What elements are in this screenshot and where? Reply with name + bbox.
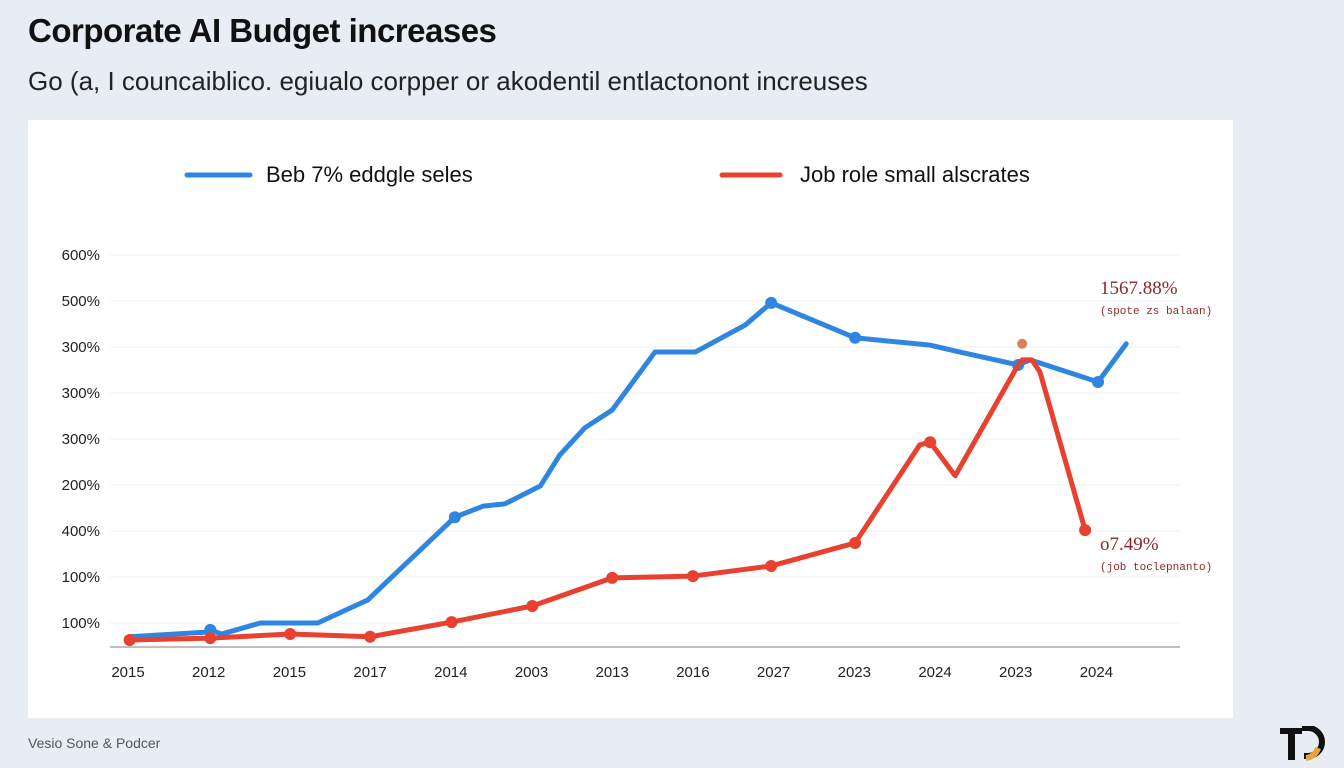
x-tick-label: 2016: [676, 664, 709, 681]
series-line-2: [127, 357, 1088, 643]
data-point: [1079, 524, 1092, 537]
y-tick-label: 600%: [62, 247, 100, 264]
x-tick-label: 2024: [918, 664, 951, 681]
data-point: [204, 632, 217, 645]
data-point: [364, 630, 377, 643]
x-tick-label: 2027: [757, 664, 790, 681]
annotation-top: 1567.88% (spote zs balaan): [1100, 278, 1212, 318]
data-point: [526, 599, 539, 612]
chart-card: [28, 120, 1233, 718]
annotation-note: (spote zs balaan): [1100, 306, 1212, 318]
data-point: [765, 296, 778, 309]
x-tick-label: 2014: [434, 664, 467, 681]
x-tick-label: 2013: [596, 664, 629, 681]
data-point: [924, 436, 937, 449]
annotation-note: (job toclepnanto): [1100, 562, 1212, 574]
series-line-1: [127, 300, 1129, 640]
x-tick-label: 2017: [353, 664, 386, 681]
y-tick-label: 300%: [62, 431, 100, 448]
annotation-value: o7.49%: [1100, 534, 1159, 555]
data-point: [448, 511, 461, 524]
x-tick-label: 2015: [111, 664, 144, 681]
x-tick-label: 2023: [999, 664, 1032, 681]
data-point: [445, 616, 458, 629]
annotation-bottom: o7.49% (job toclepnanto): [1100, 534, 1212, 574]
y-tick-label: 300%: [62, 385, 100, 402]
legend: Beb 7% eddgle seles Job role small alscr…: [184, 162, 1030, 187]
legend-label-series-1: Beb 7% eddgle seles: [266, 162, 473, 187]
data-point: [284, 628, 297, 641]
x-axis-ticks: 2015 2012 2015 2017 2014 2003 2013 2016 2027 2023…: [111, 664, 1113, 681]
source-footer: Vesio Sone & Podcer: [28, 735, 161, 751]
y-tick-label: 300%: [62, 339, 100, 356]
x-tick-label: 2023: [838, 664, 871, 681]
data-point: [765, 559, 778, 572]
annotation-value: 1567.88%: [1100, 278, 1178, 299]
gridlines: [110, 254, 1180, 624]
highlight-point: [1017, 338, 1028, 349]
data-point: [1092, 375, 1105, 388]
y-tick-label: 400%: [62, 523, 100, 540]
x-tick-label: 2012: [192, 664, 225, 681]
x-tick-label: 2003: [515, 664, 548, 681]
data-point: [606, 571, 619, 584]
y-tick-label: 200%: [62, 477, 100, 494]
brand-logo: [1280, 726, 1325, 761]
y-tick-label: 500%: [62, 293, 100, 310]
page-title: Corporate AI Budget increases: [28, 12, 497, 49]
series-lines: [123, 296, 1129, 647]
x-tick-label: 2024: [1080, 664, 1113, 681]
y-axis-ticks: 100% 100% 400% 200% 300% 300% 300% 500% 600%: [62, 247, 100, 632]
legend-label-series-2: Job role small alscrates: [800, 162, 1030, 187]
page-subtitle: Go (a, I councaiblico. egiualo corpper o…: [28, 66, 868, 96]
data-point: [849, 331, 862, 344]
y-tick-label: 100%: [62, 615, 100, 632]
y-tick-label: 100%: [62, 569, 100, 586]
x-tick-label: 2015: [273, 664, 306, 681]
data-point: [123, 634, 136, 647]
data-point: [686, 570, 699, 583]
data-point: [849, 536, 862, 549]
data-point: [204, 623, 217, 636]
